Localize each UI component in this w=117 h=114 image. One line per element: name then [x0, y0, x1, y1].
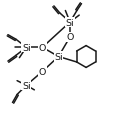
Text: O: O	[39, 43, 46, 52]
Text: Si: Si	[66, 18, 74, 27]
Text: Si: Si	[22, 43, 31, 52]
Text: Si: Si	[22, 81, 31, 90]
Text: O: O	[39, 67, 46, 76]
Text: O: O	[66, 33, 74, 42]
Text: Si: Si	[54, 53, 63, 61]
